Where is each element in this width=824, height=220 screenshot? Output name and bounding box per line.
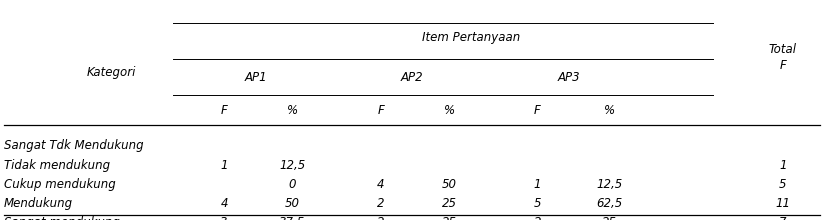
Text: Item Pertanyaan: Item Pertanyaan (422, 31, 521, 44)
Text: 25: 25 (442, 216, 456, 220)
Text: AP3: AP3 (557, 71, 580, 84)
Text: 25: 25 (442, 197, 456, 210)
Text: Mendukung: Mendukung (4, 197, 73, 210)
Text: Sangat Tdk Mendukung: Sangat Tdk Mendukung (4, 139, 143, 152)
Text: F: F (534, 104, 541, 117)
Text: %: % (604, 104, 616, 117)
Text: Sangat mendukung: Sangat mendukung (4, 216, 120, 220)
Text: 3: 3 (220, 216, 228, 220)
Text: 37,5: 37,5 (279, 216, 306, 220)
Text: 62,5: 62,5 (597, 197, 623, 210)
Text: 50: 50 (442, 178, 456, 191)
Text: 2: 2 (377, 197, 385, 210)
Text: 4: 4 (220, 197, 228, 210)
Text: %: % (443, 104, 455, 117)
Text: AP1: AP1 (244, 71, 267, 84)
Text: 12,5: 12,5 (597, 178, 623, 191)
Text: 0: 0 (288, 178, 297, 191)
Text: 50: 50 (285, 197, 300, 210)
Text: 2: 2 (533, 216, 541, 220)
Text: 1: 1 (779, 159, 787, 172)
Text: 1: 1 (220, 159, 228, 172)
Text: Tidak mendukung: Tidak mendukung (4, 159, 110, 172)
Text: AP2: AP2 (400, 71, 424, 84)
Text: 2: 2 (377, 216, 385, 220)
Text: 5: 5 (779, 178, 787, 191)
Text: F: F (221, 104, 227, 117)
Text: 11: 11 (775, 197, 790, 210)
Text: Cukup mendukung: Cukup mendukung (4, 178, 116, 191)
Text: 25: 25 (602, 216, 617, 220)
Text: F: F (377, 104, 384, 117)
Text: 4: 4 (377, 178, 385, 191)
Text: 5: 5 (533, 197, 541, 210)
Text: Kategori: Kategori (87, 66, 136, 79)
Text: Total
F: Total F (769, 43, 797, 72)
Text: 1: 1 (533, 178, 541, 191)
Text: %: % (287, 104, 298, 117)
Text: 12,5: 12,5 (279, 159, 306, 172)
Text: 7: 7 (779, 216, 787, 220)
